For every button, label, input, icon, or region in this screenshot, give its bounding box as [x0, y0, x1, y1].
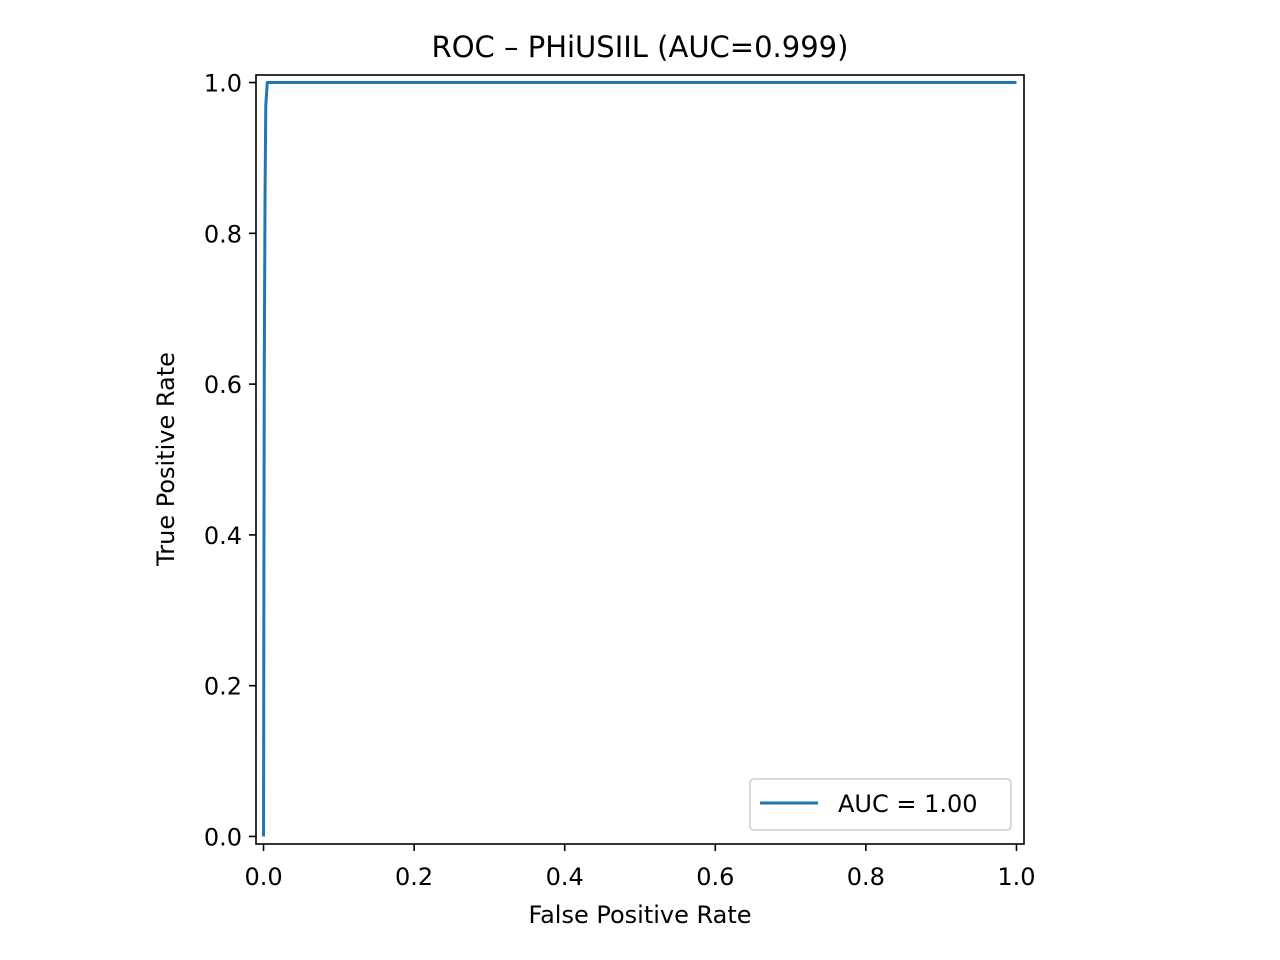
y-tick-label-4: 0.8 [204, 220, 242, 248]
x-tick-label-2: 0.4 [546, 863, 584, 891]
chart-title: ROC – PHiUSIIL (AUC=0.999) [432, 30, 849, 64]
x-axis-label: False Positive Rate [528, 901, 751, 929]
y-tick-label-3: 0.6 [204, 371, 242, 399]
y-tick-label-5: 1.0 [204, 70, 242, 98]
plot-area: 0.0 0.2 0.4 0.6 0.8 1.0 0.0 0.2 0.4 0.6 0.8 1.0 [204, 70, 1036, 891]
x-tick-label-0: 0.0 [244, 863, 282, 891]
y-tick-label-1: 0.2 [204, 673, 242, 701]
y-tick-label-2: 0.4 [204, 522, 242, 550]
x-tick-label-3: 0.6 [696, 863, 734, 891]
legend-label-auc: AUC = 1.00 [838, 790, 978, 818]
axes-frame [255, 74, 1025, 845]
x-tick-label-4: 0.8 [847, 863, 885, 891]
roc-curve-line-0 [262, 81, 1017, 837]
legend-box [749, 778, 1012, 831]
y-axis-label: True Positive Rate [152, 352, 180, 567]
x-tick-label-1: 0.2 [395, 863, 433, 891]
x-tick-label-5: 1.0 [997, 863, 1035, 891]
legend: AUC = 1.00 [749, 778, 1012, 831]
y-tick-label-0: 0.0 [204, 823, 242, 851]
